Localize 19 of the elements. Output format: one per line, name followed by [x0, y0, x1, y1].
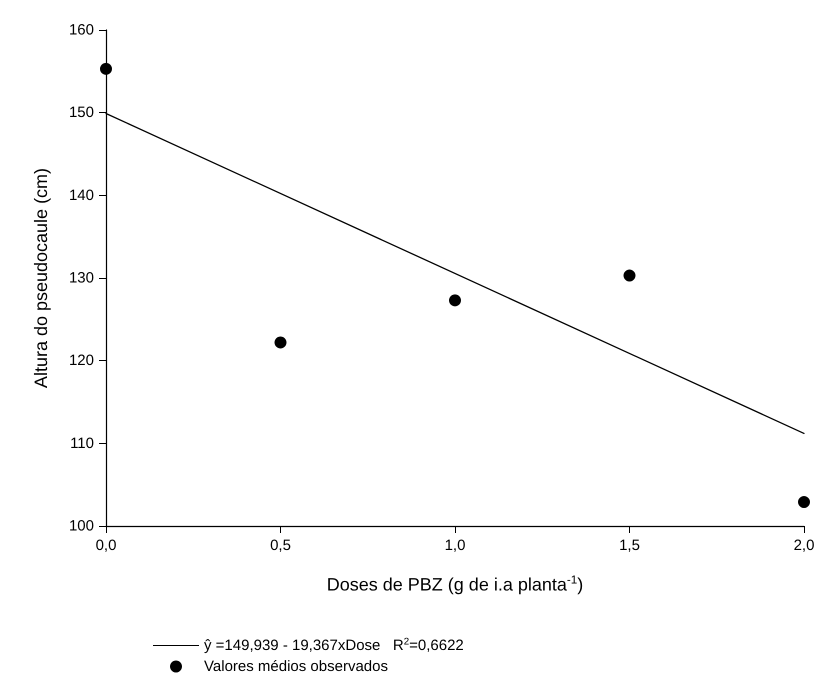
y-tick-label: 120 — [68, 352, 94, 370]
point — [100, 62, 112, 75]
point — [449, 294, 461, 306]
y-axis-title: Altura do pseudocaule (cm) — [31, 168, 51, 388]
y-tick-label: 130 — [68, 270, 94, 286]
point — [798, 496, 810, 508]
x-tick-label: 2,0 — [794, 537, 814, 554]
legend-label: Valores médios observados — [204, 658, 388, 675]
point — [274, 336, 286, 348]
point — [624, 270, 636, 282]
y-tick-label: 160 — [68, 22, 94, 38]
x-tick-label: 0,0 — [96, 537, 116, 554]
x-tick-label: 0,5 — [270, 537, 291, 554]
y-tick-label: 150 — [68, 104, 94, 122]
x-tick-label: 1,0 — [444, 537, 466, 554]
y-tick-label: 140 — [68, 186, 94, 204]
x-tick-label: 1,5 — [619, 537, 640, 554]
y-tick-label: 110 — [70, 434, 94, 452]
y-tick-label: 100 — [68, 518, 94, 534]
